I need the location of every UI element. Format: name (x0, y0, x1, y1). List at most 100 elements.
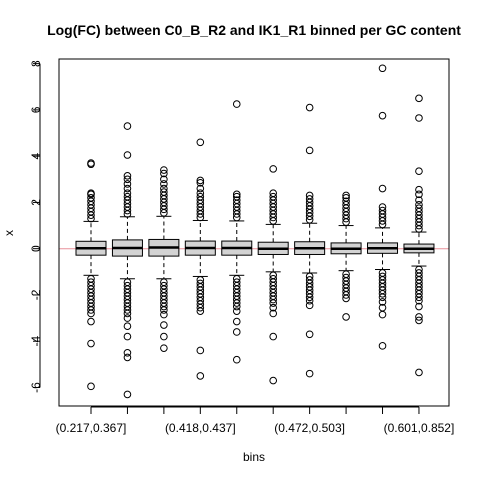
outlier-point (123, 175, 132, 184)
outlier-point (415, 167, 423, 175)
outlier-point (269, 309, 278, 318)
outlier-point (269, 332, 278, 341)
outlier-point (160, 310, 168, 319)
outlier-point (196, 303, 205, 312)
outlier-point (415, 190, 423, 199)
outlier-point (415, 316, 423, 325)
outlier-point (160, 188, 168, 196)
outlier-point (342, 294, 350, 303)
y-tick-label: 2 (29, 199, 43, 206)
outlier-point (232, 196, 241, 204)
outlier-point (342, 191, 350, 200)
outlier-point (196, 192, 205, 201)
outlier-point (342, 313, 350, 321)
outlier-point (415, 313, 423, 321)
outlier-point (378, 298, 387, 306)
outlier-point (305, 103, 314, 112)
outlier-point (269, 295, 278, 304)
outlier-point (196, 176, 205, 185)
outlier-point (378, 203, 387, 211)
outlier-point (87, 159, 95, 167)
outlier-point (196, 189, 205, 197)
outlier-point (123, 390, 132, 399)
y-tick-label: -2 (29, 289, 43, 300)
outlier-point (196, 138, 205, 147)
outlier-point (415, 302, 423, 311)
outlier-point (342, 197, 350, 206)
outlier-point (342, 291, 350, 299)
outlier-point (232, 307, 241, 315)
outlier-point (196, 307, 205, 315)
outlier-point (160, 306, 168, 314)
outlier-point (232, 299, 241, 307)
outlier-point (415, 293, 423, 302)
y-tick-label: 4 (29, 153, 43, 160)
outlier-point (232, 302, 241, 311)
outlier-point (232, 192, 241, 201)
outlier-point (305, 293, 314, 302)
outlier-point (269, 376, 278, 385)
outlier-point (123, 189, 132, 197)
outlier-point (123, 192, 132, 201)
outlier-point (123, 184, 132, 193)
y-tick-label: 0 (29, 245, 43, 252)
outlier-point (87, 339, 95, 348)
outlier-point (415, 196, 423, 204)
plot-frame (58, 58, 450, 407)
x-tick-label: (0.472,0.503] (274, 421, 345, 435)
outlier-point (378, 111, 387, 120)
outlier-point (196, 372, 205, 380)
outlier-point (196, 346, 205, 355)
outlier-point (415, 204, 423, 213)
outlier-point (342, 194, 350, 202)
y-tick-label: 8 (29, 60, 43, 67)
outlier-point (415, 114, 423, 122)
outlier-point (305, 301, 314, 310)
outlier-point (232, 317, 241, 326)
outlier-point (160, 344, 168, 352)
outlier-point (123, 122, 132, 130)
outlier-point (378, 206, 387, 215)
outlier-point (87, 306, 95, 314)
y-axis-label: x (2, 230, 16, 236)
outlier-point (87, 309, 95, 318)
outlier-point (123, 151, 132, 159)
outlier-point (160, 184, 168, 193)
outlier-point (378, 310, 387, 319)
y-tick-label: 6 (29, 106, 43, 113)
outlier-point (305, 296, 314, 305)
outlier-point (415, 368, 423, 377)
outlier-point (160, 180, 168, 188)
x-tick-label: (0.601,0.852] (384, 421, 455, 435)
outlier-point (378, 290, 387, 298)
outlier-point (160, 321, 168, 329)
x-axis-label: bins (243, 450, 265, 464)
chart-title: Log(FC) between C0_B_R2 and IK1_R1 binne… (47, 22, 461, 38)
outlier-point (87, 317, 95, 326)
outlier-point (415, 94, 423, 103)
outlier-point (269, 189, 278, 197)
plot-area: -6 -4 -2 0 2 4 6 8 (0.217,0.367] (0.418,0.437] (0.… (29, 58, 455, 435)
outlier-point (160, 302, 168, 311)
outlier-point (123, 353, 132, 362)
outlier-point (196, 178, 205, 187)
outlier-point (160, 169, 168, 178)
outlier-point (87, 189, 95, 197)
outlier-point (123, 322, 132, 330)
outlier-point (305, 191, 314, 200)
outlier-point (378, 342, 387, 350)
outlier-point (232, 100, 241, 108)
outlier-point (378, 184, 387, 193)
outlier-point (232, 328, 241, 336)
y-tick-label: -4 (29, 336, 43, 347)
outlier-point (305, 195, 314, 203)
outlier-point (269, 192, 278, 201)
outlier-point (123, 348, 132, 357)
outlier-point (123, 180, 132, 188)
outlier-point (87, 382, 95, 391)
outlier-point (378, 293, 387, 302)
outlier-point (123, 172, 132, 180)
outlier-point (415, 296, 423, 305)
outlier-point (378, 64, 387, 73)
